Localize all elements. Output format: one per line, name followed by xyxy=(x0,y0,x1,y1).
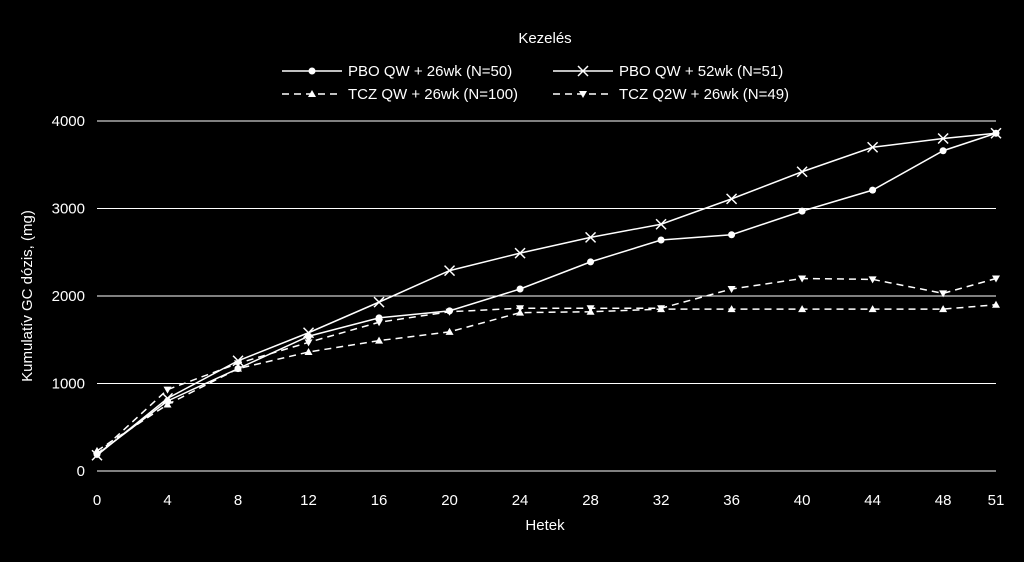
data-point xyxy=(657,236,665,244)
data-point xyxy=(445,327,454,335)
data-point xyxy=(796,166,808,178)
data-point xyxy=(727,305,736,313)
data-point xyxy=(990,127,1002,139)
series-line xyxy=(96,304,997,452)
gridlines xyxy=(97,120,996,472)
data-point xyxy=(586,305,595,313)
legend-title: Kezelés xyxy=(518,30,571,47)
data-point xyxy=(992,300,1000,308)
x-tick-label: 28 xyxy=(582,492,599,509)
x-tick-labels: 0 4 8 12 16 20 24 28 32 36 40 44 48 51 xyxy=(93,492,1005,509)
data-point xyxy=(93,451,101,459)
data-point xyxy=(304,348,313,355)
x-tick-label: 20 xyxy=(441,492,458,509)
data-point xyxy=(585,231,597,243)
x-tick-label: 51 xyxy=(988,492,1005,509)
legend-marker xyxy=(579,91,587,98)
legend-label: TCZ Q2W + 26wk (N=49) xyxy=(619,86,789,103)
data-point xyxy=(161,392,174,404)
series-group xyxy=(91,127,1002,461)
data-point xyxy=(375,319,384,327)
data-point xyxy=(163,400,172,408)
data-point xyxy=(867,141,879,153)
x-tick-label: 24 xyxy=(512,492,529,509)
x-tick-label: 32 xyxy=(653,492,670,509)
data-point xyxy=(939,147,947,155)
data-point xyxy=(373,296,385,308)
data-point xyxy=(445,308,454,316)
data-point xyxy=(939,290,948,298)
y-axis-label: Kumulatív GC dózis, (mg) xyxy=(19,210,36,382)
legend-item: PBO QW + 52wk (N=51) xyxy=(553,63,783,80)
legend: Kezelés PBO QW + 26wk (N=50) PBO QW + 52w… xyxy=(282,30,789,103)
series-line xyxy=(96,132,997,456)
series-line xyxy=(96,132,997,455)
data-point xyxy=(587,258,595,266)
data-point xyxy=(304,339,313,347)
data-point xyxy=(514,247,526,259)
data-point xyxy=(798,207,806,215)
data-point xyxy=(516,285,524,293)
x-tick-label: 4 xyxy=(163,492,171,509)
series-line xyxy=(96,277,997,455)
y-tick-label: 2000 xyxy=(52,288,85,305)
data-point xyxy=(444,265,456,277)
x-tick-label: 36 xyxy=(723,492,740,509)
legend-label: PBO QW + 26wk (N=50) xyxy=(348,63,512,80)
data-point xyxy=(868,276,877,284)
data-point xyxy=(234,364,243,372)
x-tick-label: 8 xyxy=(234,492,242,509)
data-point xyxy=(992,275,1000,283)
y-tick-labels: 0 1000 2000 3000 4000 xyxy=(52,113,85,480)
x-tick-label: 12 xyxy=(300,492,317,509)
x-tick-label: 44 xyxy=(864,492,881,509)
x-axis-label: Hetek xyxy=(525,517,565,534)
series-4 xyxy=(93,275,1000,459)
data-point xyxy=(657,305,666,313)
data-point xyxy=(516,305,525,313)
data-point xyxy=(302,327,315,339)
data-point xyxy=(375,336,384,344)
data-point xyxy=(728,231,736,239)
data-point xyxy=(655,218,667,230)
series-2 xyxy=(91,127,1002,461)
legend-item: TCZ Q2W + 26wk (N=49) xyxy=(553,86,789,103)
data-point xyxy=(798,275,807,283)
legend-item: TCZ QW + 26wk (N=100) xyxy=(282,86,518,103)
data-point xyxy=(798,305,807,313)
y-tick-label: 4000 xyxy=(52,113,85,130)
data-point xyxy=(939,305,948,313)
data-point xyxy=(869,186,877,194)
legend-label: TCZ QW + 26wk (N=100) xyxy=(348,86,518,103)
data-point xyxy=(868,305,877,313)
data-point xyxy=(163,386,172,394)
data-point xyxy=(727,286,736,293)
legend-marker xyxy=(308,90,316,97)
legend-marker xyxy=(577,65,589,77)
x-tick-label: 48 xyxy=(935,492,952,509)
y-tick-label: 0 xyxy=(77,463,85,480)
x-tick-label: 0 xyxy=(93,492,101,509)
data-point xyxy=(234,360,243,368)
y-tick-label: 1000 xyxy=(52,376,85,393)
data-point xyxy=(937,132,949,145)
y-tick-label: 3000 xyxy=(52,201,85,218)
data-point xyxy=(726,193,738,205)
legend-label: PBO QW + 52wk (N=51) xyxy=(619,63,783,80)
legend-marker xyxy=(308,67,316,75)
x-tick-label: 16 xyxy=(371,492,388,509)
legend-item: PBO QW + 26wk (N=50) xyxy=(282,63,512,80)
x-tick-label: 40 xyxy=(794,492,811,509)
